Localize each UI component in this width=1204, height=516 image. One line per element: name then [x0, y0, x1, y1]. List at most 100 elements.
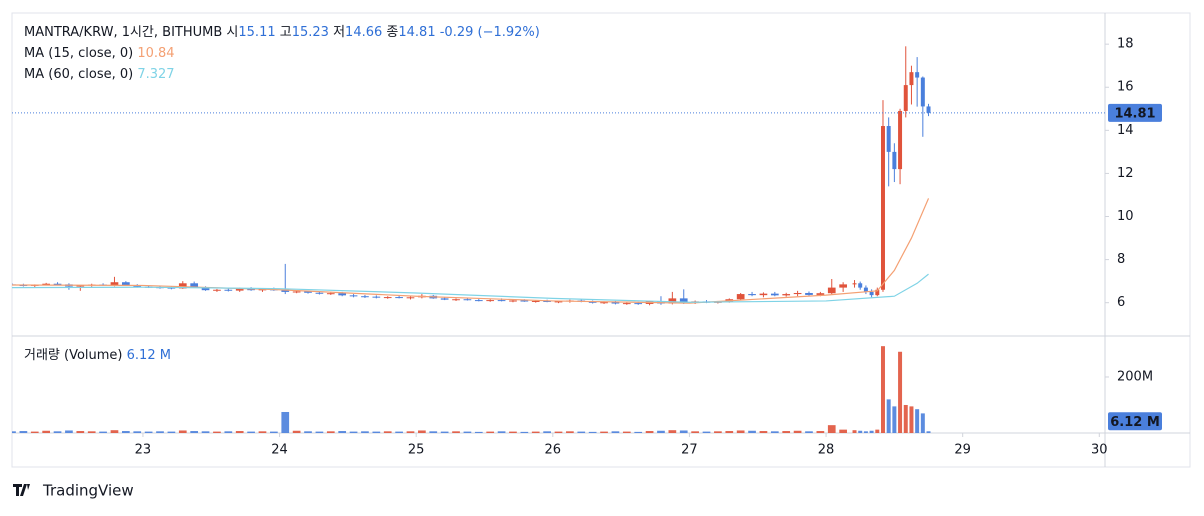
volume-bar [645, 431, 654, 433]
volume-bar [65, 430, 73, 433]
candle-body [201, 287, 210, 291]
brand-logo: TradingView [13, 482, 134, 500]
candle-body [486, 300, 495, 302]
volume-bar [258, 431, 267, 433]
candle-body [497, 300, 506, 302]
volume-bar [167, 431, 176, 433]
volume-bar [622, 431, 631, 433]
high-label: 고 [280, 25, 292, 40]
volume-bar [759, 431, 768, 433]
volume-bar [497, 431, 506, 433]
low-label: 저 [333, 25, 345, 40]
candle-body [827, 287, 836, 294]
ma-value: 7.327 [137, 67, 174, 82]
candle-body [600, 302, 608, 304]
volume-bar [520, 431, 529, 433]
ma-legend: MA (60, close, 0) 7.327 [24, 67, 175, 82]
volume-bar [748, 430, 756, 433]
last-volume-label: 6.12 M [1110, 415, 1160, 430]
candle-body [509, 300, 517, 302]
candle-body [338, 293, 347, 296]
volume-bar [463, 431, 472, 433]
candle-body [122, 282, 130, 286]
candle-body [213, 289, 221, 291]
volume-bar [156, 431, 164, 433]
change-value: -0.29 (−1.92%) [440, 25, 540, 40]
volume-bar [53, 431, 62, 433]
volume-bar [224, 431, 233, 433]
volume-bar [87, 431, 96, 433]
y-tick-label: 14 [1117, 123, 1134, 138]
volume-bar [110, 430, 119, 433]
volume-bar [793, 430, 802, 433]
candle-body [915, 72, 920, 78]
candle-body [863, 287, 868, 292]
x-tick-label: 23 [135, 443, 152, 458]
candle-body [759, 293, 768, 296]
volume-bar [736, 430, 745, 433]
candle-body [903, 85, 908, 111]
volume-bar [315, 431, 324, 433]
volume-bar [714, 431, 722, 433]
candle-body [76, 285, 85, 287]
candle-body [588, 301, 597, 303]
volume-bar [725, 431, 734, 433]
ma-legend: MA (15, close, 0) 10.84 [24, 46, 175, 61]
volume-bar [657, 430, 665, 433]
volume-bar [805, 431, 813, 433]
volume-bar [42, 430, 51, 433]
y-tick-label: 10 [1117, 209, 1134, 224]
volume-bar [474, 431, 483, 433]
candle-body [679, 298, 688, 303]
volume-bar [554, 431, 563, 433]
volume-bar [880, 346, 885, 433]
candle-body [281, 289, 290, 292]
legend-header: MANTRA/KRW, 1시간, BITHUMB 시15.11 고15.23 저… [24, 25, 540, 40]
volume-bar [577, 431, 586, 433]
volume-bar [770, 431, 779, 433]
candle-body [292, 291, 301, 293]
candle-body [852, 283, 857, 285]
volume-bar [886, 399, 891, 433]
ma-name: MA (60, close, 0) [24, 67, 133, 82]
candle-body [926, 106, 931, 113]
volume-bar [543, 431, 551, 433]
volume-bar [600, 431, 608, 433]
candle-body [452, 299, 460, 301]
open-label: 시 [226, 25, 238, 40]
volume-bar [372, 431, 381, 433]
candle-body [167, 287, 176, 289]
x-tick-label: 27 [681, 443, 698, 458]
candle-body [839, 284, 847, 288]
last-volume-tag [1108, 412, 1162, 431]
candle-body [920, 77, 925, 107]
volume-bar [909, 406, 914, 433]
volume-bar [19, 431, 28, 433]
logo-icon [13, 484, 30, 496]
volume-bar [326, 431, 335, 433]
volume-bar [12, 431, 16, 433]
candle-body [793, 292, 802, 295]
ma-name: MA (15, close, 0) [24, 46, 133, 61]
candle-body [406, 297, 415, 299]
volume-bar [383, 431, 392, 433]
candle-body [668, 298, 677, 304]
candle-body [178, 283, 187, 289]
chart-frame [11, 12, 1191, 468]
volume-bar [920, 413, 925, 433]
ma-value: 10.84 [137, 46, 174, 61]
y-tick-label: 8 [1117, 252, 1125, 267]
volume-bar [852, 430, 857, 433]
volume-bar [898, 351, 903, 433]
volume-bar [892, 406, 897, 433]
candle-body [869, 291, 874, 296]
candle-body [463, 299, 472, 301]
x-tick-label: 25 [408, 443, 425, 458]
candle-body [520, 300, 529, 302]
volume-bar [926, 431, 931, 433]
x-tick-label: 26 [545, 443, 562, 458]
volume-bar [863, 431, 868, 433]
candle-body [886, 126, 891, 152]
volume-bar [281, 411, 290, 433]
